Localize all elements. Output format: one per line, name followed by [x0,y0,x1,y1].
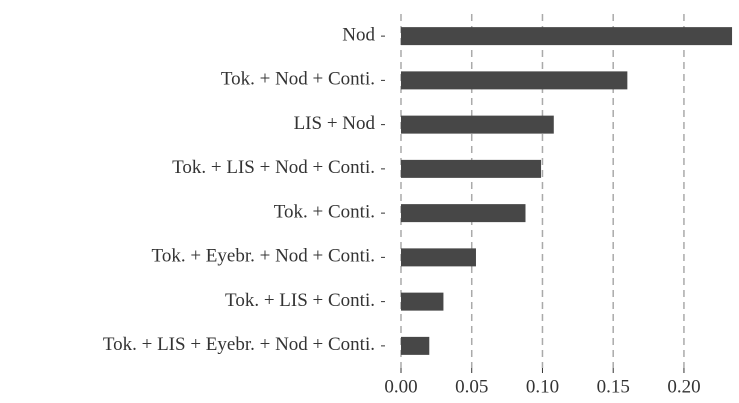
y-tick-label: Tok. + LIS + Conti. [225,290,375,311]
y-tick-label: Tok. + LIS + Nod + Conti. [172,157,375,178]
y-tick-label: Nod [342,24,375,45]
bar [400,27,733,46]
bar [400,336,430,355]
bar [400,204,526,223]
x-tick-label: 0.10 [526,376,559,397]
y-tick-label: Tok. + Conti. [274,201,375,222]
bar [400,115,554,134]
bar [400,71,628,90]
x-tick-label: 0.00 [384,376,417,397]
x-tick-label: 0.05 [455,376,488,397]
y-tick-label: Tok. + Nod + Conti. [221,69,375,90]
bar [400,292,444,311]
y-tick-label: Tok. + Eyebr. + Nod + Conti. [152,246,375,267]
x-tick-label: 0.20 [667,376,700,397]
y-tick-label: Tok. + LIS + Eyebr. + Nod + Conti. [103,334,375,355]
y-tick-label: LIS + Nod [294,113,376,134]
bar [400,248,476,267]
x-tick-label: 0.15 [597,376,630,397]
bar [400,159,542,178]
